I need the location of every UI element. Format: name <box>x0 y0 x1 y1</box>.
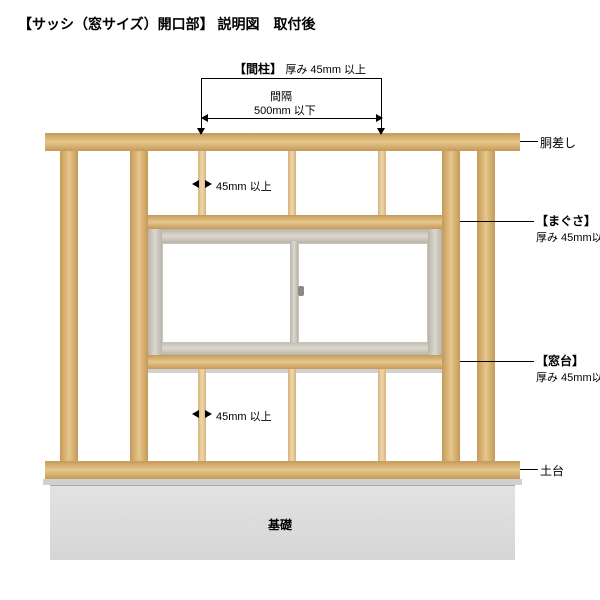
leader-mabashira-top <box>201 78 382 79</box>
bottom-beam <box>45 461 520 479</box>
window-lock-icon <box>298 286 304 296</box>
label-madodai-sub: 厚み 45mm以上 <box>536 372 600 384</box>
interval-arrow-r <box>376 114 383 122</box>
label-45-bot: 45mm 以上 <box>216 408 272 424</box>
dim45b-arrow-l <box>192 410 199 418</box>
post-right <box>477 151 495 461</box>
label-dodai: 土台 <box>540 462 564 479</box>
label-magusa-sub: 厚み 45mm以上 <box>536 232 600 244</box>
interval-dim-line <box>206 118 378 119</box>
inner-post-right <box>442 151 460 461</box>
label-kiso: 基礎 <box>268 516 292 533</box>
leader-madodai <box>460 361 534 362</box>
label-magusa-title: 【まぐさ】 <box>536 214 596 228</box>
label-45-top: 45mm 以上 <box>216 178 272 194</box>
window-frame-right <box>428 229 442 355</box>
post-left <box>60 151 78 461</box>
stud-top-2 <box>288 151 296 215</box>
label-mabashira: 【間柱】 厚み 45mm 以上 <box>234 60 366 77</box>
label-madodai-title: 【窓台】 <box>536 354 584 368</box>
stud-bot-2 <box>288 369 296 461</box>
dim45t-arrow-l <box>192 180 199 188</box>
glass-right <box>298 243 428 343</box>
leader-mabashira-2 <box>381 78 382 130</box>
sill-madodai <box>148 355 442 369</box>
dim45b-arrow-r <box>205 410 212 418</box>
label-magusa: 【まぐさ】 厚み 45mm以上 <box>536 212 600 245</box>
label-mabashira-sub: 厚み 45mm 以上 <box>285 64 366 76</box>
glass-left <box>162 243 292 343</box>
window-mullion <box>290 241 298 343</box>
header-magusa <box>148 215 442 229</box>
top-beam <box>45 133 520 151</box>
label-interval-val: 500mm 以下 <box>254 102 316 118</box>
label-dousashi: 胴差し <box>540 134 576 151</box>
diagram-canvas: 基礎 【間柱】 厚み 45mm 以上 間隔 500mm 以下 45mm 以上 4… <box>0 0 600 600</box>
arrow-mabashira-2 <box>377 128 385 135</box>
arrow-mabashira-1 <box>197 128 205 135</box>
leader-dousashi <box>520 141 538 142</box>
interval-arrow-l <box>201 114 208 122</box>
leader-mabashira-1 <box>201 78 202 130</box>
stud-bot-3 <box>378 369 386 461</box>
dim45t-arrow-r <box>205 180 212 188</box>
inner-post-left <box>130 151 148 461</box>
leader-dodai <box>520 469 538 470</box>
leader-magusa <box>460 221 534 222</box>
label-madodai: 【窓台】 厚み 45mm以上 <box>536 352 600 385</box>
label-mabashira-title: 【間柱】 <box>234 62 282 76</box>
window-frame-left <box>148 229 162 355</box>
stud-top-3 <box>378 151 386 215</box>
window-frame-bottom <box>148 341 442 355</box>
